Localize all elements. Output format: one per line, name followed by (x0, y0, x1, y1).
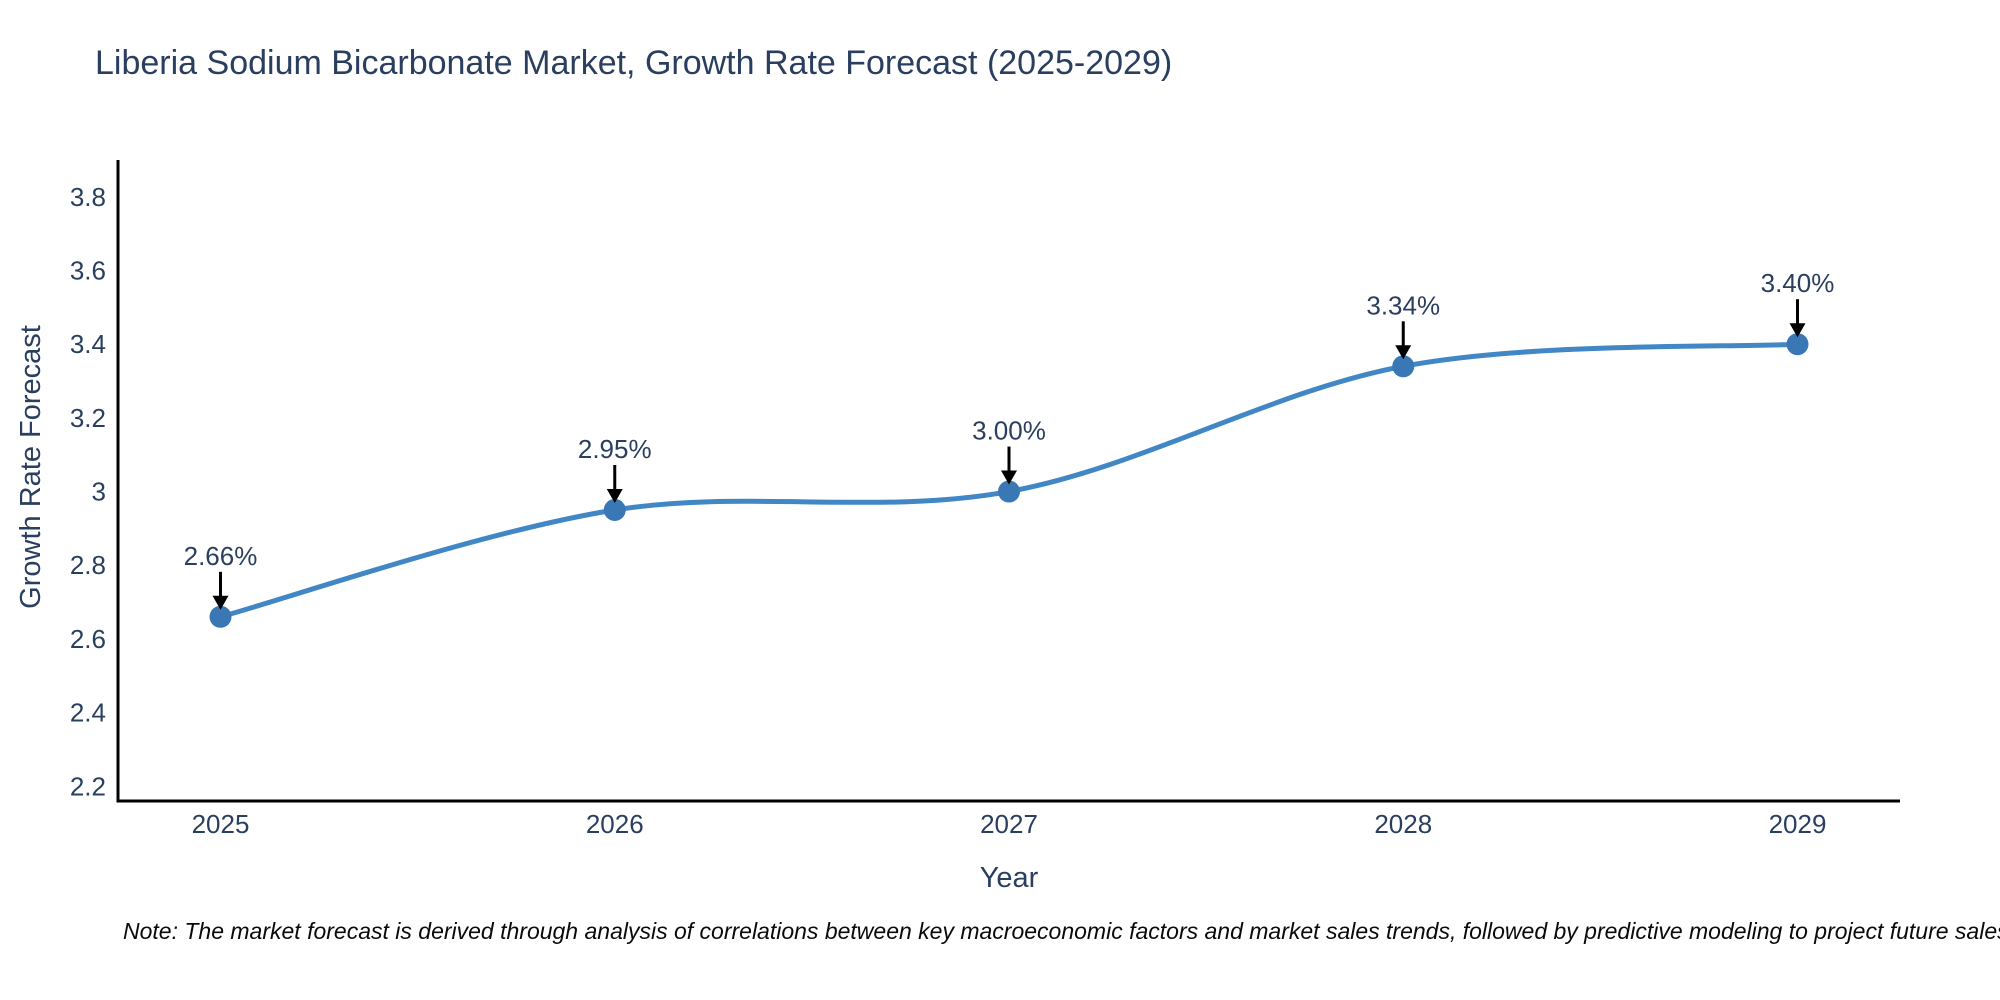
y-tick-label: 3 (92, 477, 106, 507)
point-annotations: 2.66% 2.95% 3.00% 3.34% 3.40% (184, 268, 1835, 610)
annotation-arrowhead-icon (1395, 345, 1412, 360)
x-tick-label: 2029 (1769, 809, 1827, 839)
data-point-marker (1786, 333, 1809, 356)
point-value-label: 3.00% (972, 416, 1046, 446)
point-value-label: 2.66% (184, 541, 258, 571)
y-tick-label: 3.6 (70, 256, 106, 286)
x-axis-tick-labels: 2025 2026 2027 2028 2029 (192, 809, 1827, 839)
data-point-marker (998, 480, 1020, 503)
data-point-marker (603, 498, 626, 521)
chart-title: Liberia Sodium Bicarbonate Market, Growt… (95, 44, 1173, 82)
data-point-marker (209, 605, 232, 628)
y-axis-tick-labels: 2.2 2.4 2.6 2.8 3 3.2 3.4 3.6 3.8 (70, 182, 106, 801)
forecast-line-series (209, 333, 1809, 628)
x-tick-label: 2027 (980, 809, 1038, 839)
y-tick-label: 3.8 (70, 182, 106, 212)
point-value-label: 3.40% (1761, 268, 1835, 298)
y-tick-label: 2.2 (70, 771, 106, 801)
annotation-arrowhead-icon (1001, 470, 1017, 485)
y-tick-label: 2.6 (70, 624, 106, 654)
x-tick-label: 2028 (1374, 809, 1432, 839)
y-tick-label: 2.8 (70, 550, 106, 580)
annotation-arrowhead-icon (606, 488, 623, 503)
point-value-label: 3.34% (1366, 290, 1440, 320)
y-tick-label: 3.4 (70, 329, 106, 359)
annotation-arrowhead-icon (212, 595, 229, 610)
x-axis-title: Year (980, 862, 1039, 894)
y-tick-label: 3.2 (70, 403, 106, 433)
x-tick-label: 2026 (586, 809, 644, 839)
point-value-label: 2.95% (578, 434, 652, 464)
footnote-text: Note: The market forecast is derived thr… (123, 918, 2000, 944)
y-tick-label: 2.4 (70, 698, 106, 728)
x-tick-label: 2025 (192, 809, 250, 839)
annotation-arrowhead-icon (1789, 323, 1806, 338)
y-axis-title: Growth Rate Forecast (15, 325, 47, 609)
data-point-marker (1392, 355, 1415, 378)
